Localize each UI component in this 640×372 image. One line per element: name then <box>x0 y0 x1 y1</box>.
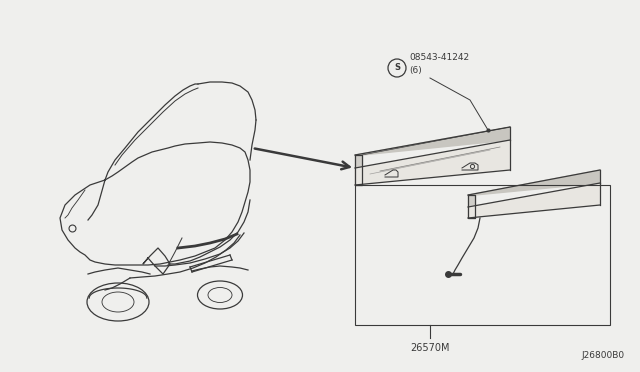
Polygon shape <box>355 155 362 185</box>
Polygon shape <box>355 140 510 185</box>
Text: 08543-41242
(6): 08543-41242 (6) <box>409 53 469 75</box>
Text: S: S <box>394 64 400 73</box>
Polygon shape <box>355 127 510 155</box>
Bar <box>355 185 610 325</box>
Polygon shape <box>468 183 600 218</box>
Polygon shape <box>468 170 600 195</box>
Text: J26800B0: J26800B0 <box>582 351 625 360</box>
Text: 26570M: 26570M <box>410 343 450 353</box>
Polygon shape <box>468 195 475 218</box>
